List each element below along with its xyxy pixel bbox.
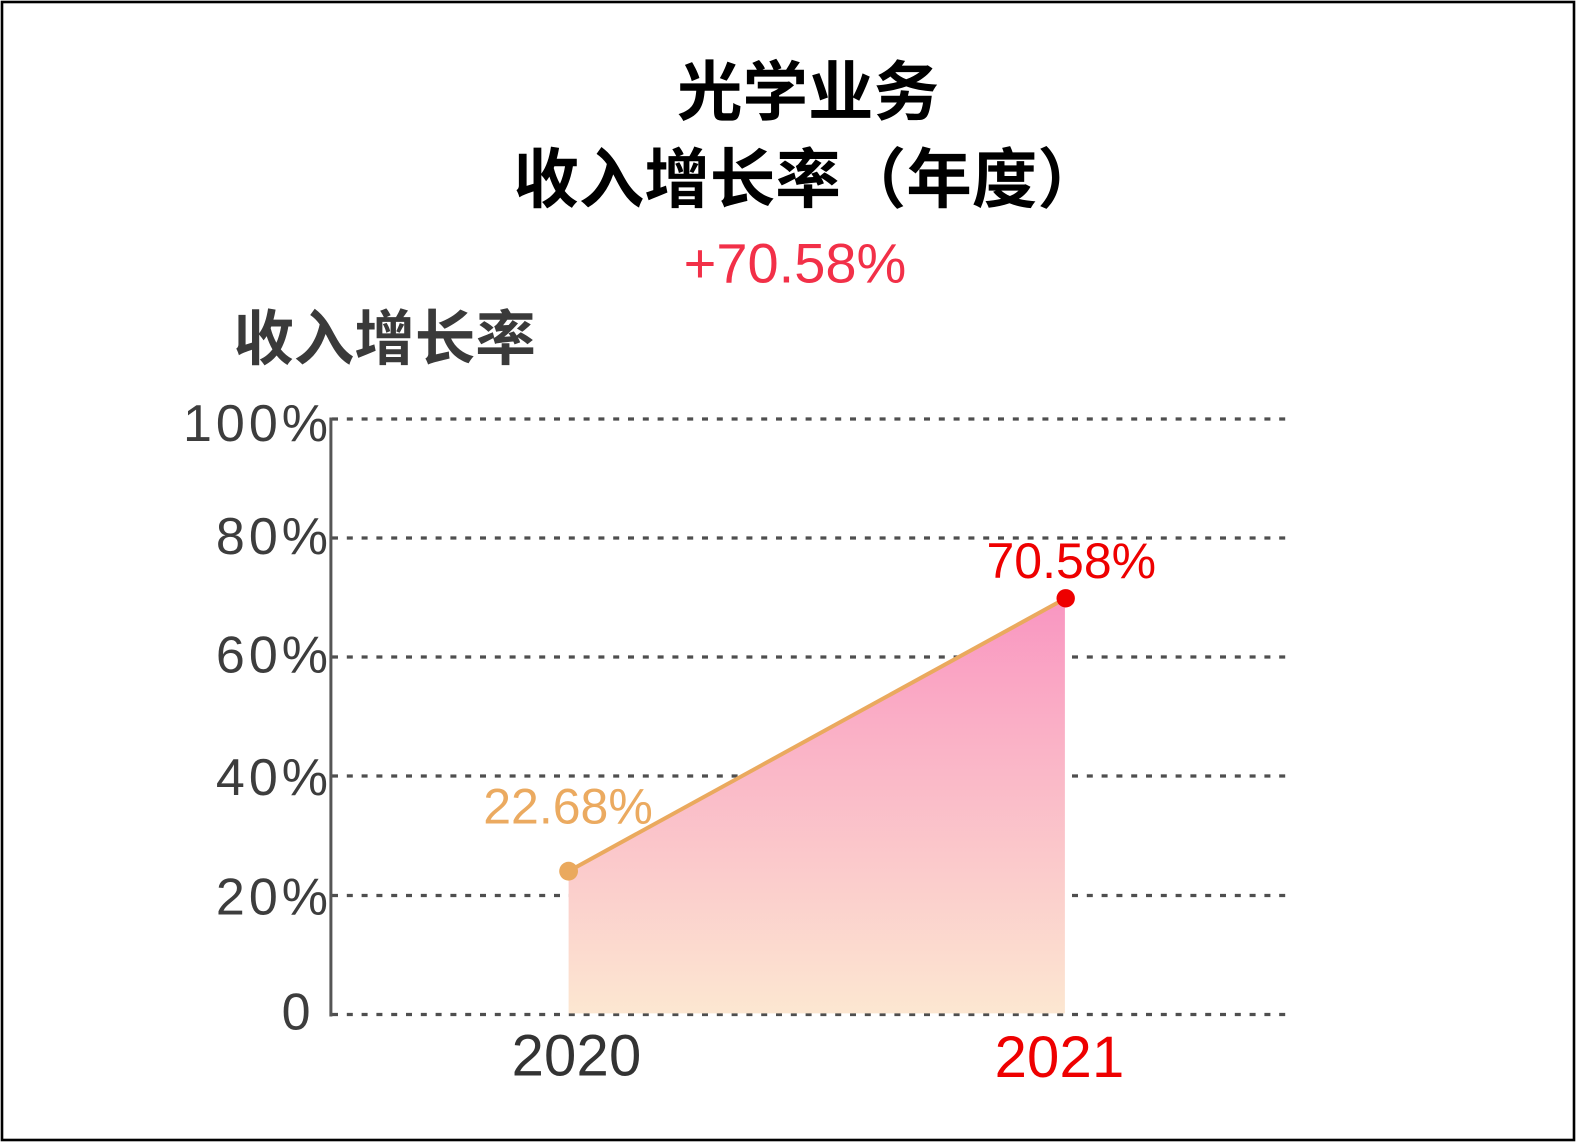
svg-text:60%: 60% (216, 626, 332, 684)
svg-text:22.68%: 22.68% (483, 778, 653, 834)
svg-text:100%: 100% (183, 395, 332, 453)
svg-text:2021: 2021 (995, 1025, 1125, 1090)
svg-text:20%: 20% (216, 868, 332, 926)
svg-text:80%: 80% (216, 508, 332, 566)
svg-text:+70.58%: +70.58% (684, 232, 907, 295)
svg-text:70.58%: 70.58% (987, 533, 1157, 589)
svg-text:0: 0 (282, 984, 315, 1042)
svg-text:40%: 40% (216, 749, 332, 807)
svg-text:2020: 2020 (512, 1024, 642, 1089)
